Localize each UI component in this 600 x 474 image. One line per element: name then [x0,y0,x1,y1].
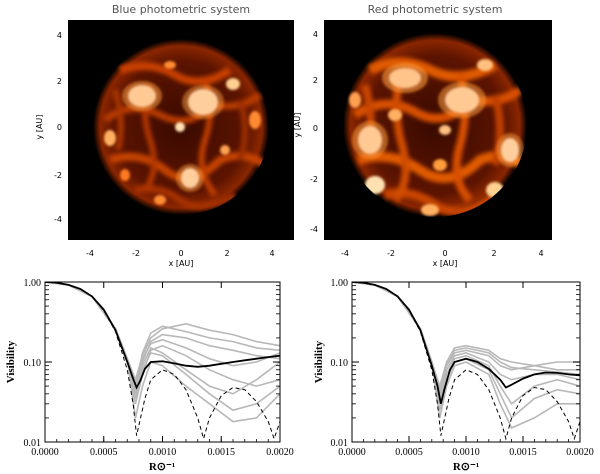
red-ytick-label: 0.01 [331,438,349,449]
red-ylabel: y [AU] [293,113,302,138]
blue-snapshot-curve [45,282,280,404]
red-visibility-ylabel: Visibility [313,340,325,383]
red-snapshot-curve [352,282,580,399]
blue-snapshot-curve [45,282,280,393]
red-ytick-label: 1.00 [331,278,349,289]
red-xtick: 2 [491,249,496,258]
red-ytick: 2 [313,76,318,85]
red-visibility-series [352,282,580,441]
blue-visibility-plot: 0.0000 0.0005 0.0010 0.0015 0.0020 1.00 0.10 0.… [5,278,294,473]
blue-ytick: 2 [57,77,62,86]
red-snapshot-curve [352,282,580,394]
blue-ytick: 4 [57,31,62,40]
blue-ytick: -4 [54,215,62,224]
blue-ytick-label: 0.01 [24,438,42,449]
blue-ylabel: y [AU] [35,115,44,140]
red-ytick: -4 [310,225,318,234]
blue-ytick: 0 [57,123,62,132]
red-image-title: Red photometric system [368,3,503,16]
blue-xtick: -4 [86,249,94,258]
red-xtick-label: 0.0000 [338,447,366,458]
blue-ytick-label: 0.10 [24,358,42,369]
red-xtick-label: 0.0015 [509,447,537,458]
red-xtick: 4 [538,249,543,258]
red-xtick-label: 0.0020 [566,447,594,458]
red-ytick: 0 [313,124,318,133]
red-xtick-label: 0.0005 [395,447,423,458]
blue-xtick-label: 0.0000 [31,447,59,458]
red-limb-darkened-curve [352,282,580,441]
blue-xtick: 0 [178,249,183,258]
red-visibility-xlabel: R⊙⁻¹ [453,461,479,473]
blue-xtick-label: 0.0010 [149,447,177,458]
blue-star-granulation [102,61,268,210]
red-xtick: 0 [442,249,447,258]
blue-image-axes: -4 -2 0 2 4 x [AU] -4 -2 0 2 4 y [AU] [35,31,275,268]
blue-xtick-label: 0.0005 [90,447,118,458]
red-xlabel: x [AU] [433,259,458,268]
red-ytick: 4 [313,30,318,39]
blue-ytick-label: 1.00 [24,278,42,289]
red-image-panel: Red photometric system [293,3,552,268]
blue-visibility-series [45,282,280,441]
red-mean-curve [352,282,580,405]
blue-xtick-label: 0.0020 [266,447,294,458]
blue-visibility-xlabel: R⊙⁻¹ [149,461,175,473]
red-visibility-ticks: 0.0000 0.0005 0.0010 0.0015 0.0020 1.00 0.10 0.… [331,278,594,458]
blue-xlabel: x [AU] [169,259,194,268]
red-star-granulation [349,57,526,216]
red-xtick: -4 [341,249,349,258]
blue-image-panel: Blue photometric system [35,3,294,268]
red-snapshot-curve [352,282,580,405]
blue-xtick: 2 [224,249,229,258]
blue-snapshot-curve [45,282,280,423]
red-ytick: -2 [310,175,318,184]
red-image-axes: -4 -2 0 2 4 x [AU] -4 -2 0 2 4 y [AU] [293,30,544,268]
blue-xtick: 4 [269,249,274,258]
red-visibility-plot: 0.0000 0.0005 0.0010 0.0015 0.0020 1.00 0.10 0.… [313,278,594,473]
red-xtick: -2 [387,249,395,258]
blue-mean-curve [45,282,280,390]
red-ytick-label: 0.10 [331,358,349,369]
blue-xtick-label: 0.0015 [208,447,236,458]
blue-image-title: Blue photometric system [112,3,250,16]
red-snapshot-curve [352,282,580,393]
blue-visibility-ticks: 0.0000 0.0005 0.0010 0.0015 0.0020 1.00 0.10 0.… [24,278,294,458]
blue-visibility-ylabel: Visibility [5,340,17,383]
red-xtick-label: 0.0010 [452,447,480,458]
blue-ytick: -2 [54,171,62,180]
blue-xtick: -2 [132,249,140,258]
